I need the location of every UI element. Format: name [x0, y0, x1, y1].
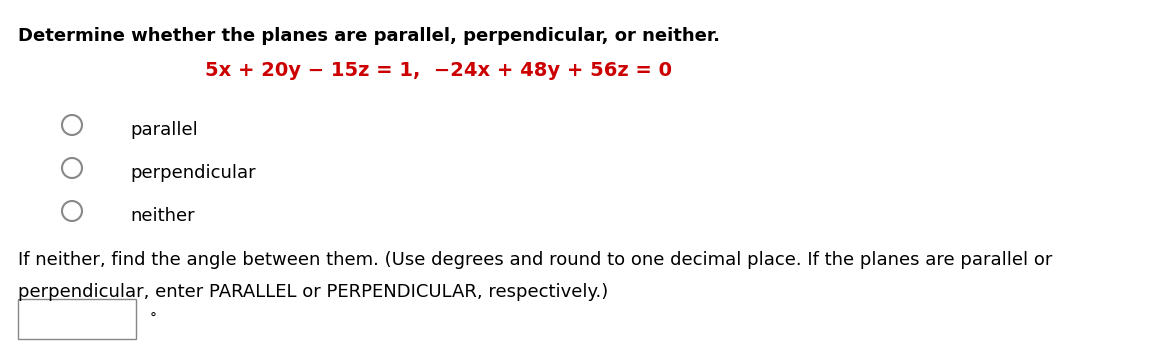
Text: perpendicular, enter PARALLEL or PERPENDICULAR, respectively.): perpendicular, enter PARALLEL or PERPEND… [18, 283, 609, 301]
Text: parallel: parallel [130, 121, 198, 139]
Text: °: ° [150, 312, 157, 326]
Text: neither: neither [130, 207, 195, 225]
Bar [18, 299, 136, 339]
Text: perpendicular: perpendicular [130, 164, 256, 182]
Text: If neither, find the angle between them. (Use degrees and round to one decimal p: If neither, find the angle between them.… [18, 251, 1053, 269]
Text: Determine whether the planes are parallel, perpendicular, or neither.: Determine whether the planes are paralle… [18, 27, 719, 45]
Text: 5x + 20y − 15z = 1,  −24x + 48y + 56z = 0: 5x + 20y − 15z = 1, −24x + 48y + 56z = 0 [205, 61, 672, 80]
